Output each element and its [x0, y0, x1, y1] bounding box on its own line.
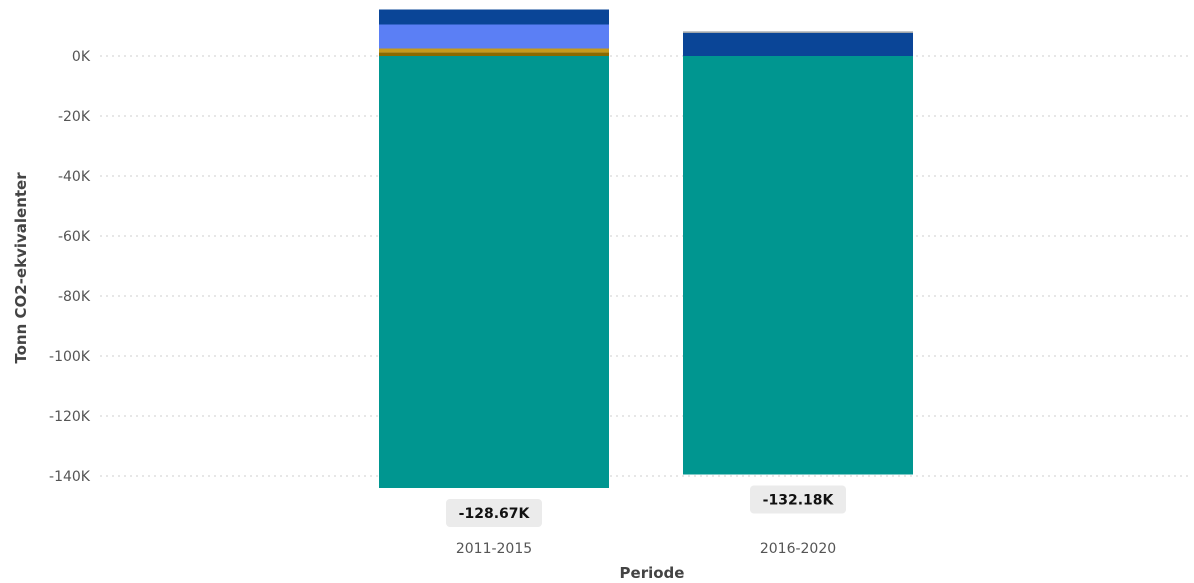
total-label-box: -132.18K: [750, 485, 846, 514]
x-tick-label: 2011-2015: [456, 541, 532, 557]
y-tick-label: -100K: [49, 349, 91, 365]
total-label-box: -128.67K: [446, 499, 542, 527]
bar-segment[interactable]: [683, 32, 913, 56]
total-label-background: [446, 499, 542, 527]
bar-segment[interactable]: [683, 31, 913, 33]
gridlines: [100, 55, 1190, 477]
y-tick-label: -40K: [58, 169, 91, 185]
y-tick-label: -80K: [58, 289, 91, 305]
x-tick-label: 2016-2020: [760, 541, 836, 557]
bar-segment[interactable]: [379, 52, 609, 56]
y-tick-label: -120K: [49, 409, 91, 425]
x-axis-title: Periode: [620, 564, 685, 582]
bars: [379, 9, 913, 488]
y-axis-title: Tonn CO2-ekvivalenter: [12, 172, 30, 364]
total-label: -128.67K: [459, 506, 531, 522]
bar-segment[interactable]: [379, 48, 609, 53]
bar-segment[interactable]: [379, 56, 609, 488]
bar-segment[interactable]: [683, 56, 913, 475]
bar-segment[interactable]: [379, 24, 609, 49]
y-tick-label: 0K: [72, 49, 91, 65]
y-tick-label: -140K: [49, 469, 91, 485]
bar-segment[interactable]: [379, 9, 609, 25]
y-tick-label: -20K: [58, 109, 91, 125]
total-labels: -128.67K -132.18K: [446, 485, 846, 527]
x-axis-ticks: 2011-2015 2016-2020: [456, 541, 836, 557]
total-label-background: [750, 485, 846, 514]
y-tick-label: -60K: [58, 229, 91, 245]
y-axis-ticks: 0K -20K -40K -60K -80K -100K -120K -140K: [49, 49, 91, 485]
total-label: -132.18K: [763, 493, 835, 509]
